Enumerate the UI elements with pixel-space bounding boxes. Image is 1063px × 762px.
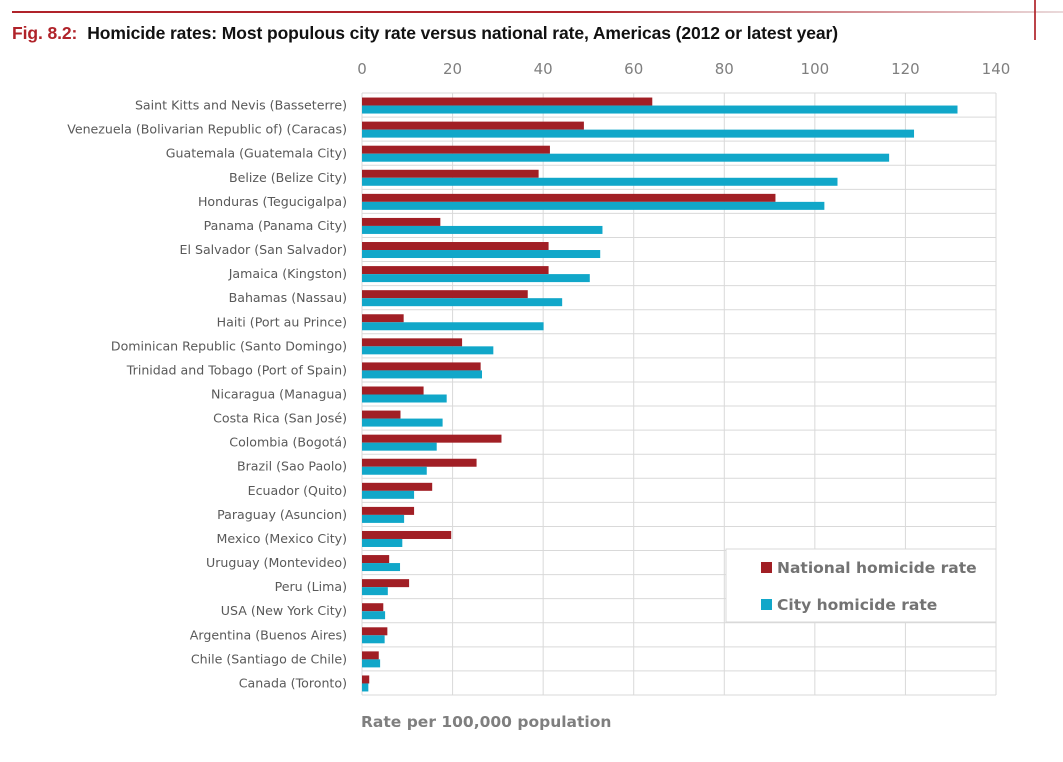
category-label: Honduras (Tegucigalpa) xyxy=(198,194,347,209)
bar-city xyxy=(362,538,403,547)
bar-national xyxy=(362,193,776,202)
category-label: Canada (Toronto) xyxy=(239,675,347,690)
category-label: Venezuela (Bolivarian Republic of) (Cara… xyxy=(67,122,347,137)
bar-national xyxy=(362,242,549,251)
category-labels: Saint Kitts and Nevis (Basseterre) Venezu… xyxy=(67,98,347,691)
x-tick-label: 80 xyxy=(715,60,734,78)
x-tick-label: 120 xyxy=(891,60,920,78)
category-label: Uruguay (Montevideo) xyxy=(206,555,347,570)
bar-city xyxy=(362,322,544,331)
category-label: Brazil (Sao Paolo) xyxy=(237,459,347,474)
bar-city xyxy=(362,659,381,668)
category-label: Jamaica (Kingston) xyxy=(228,266,347,281)
category-label: Argentina (Buenos Aires) xyxy=(190,627,347,642)
gridlines xyxy=(361,92,997,696)
bar-national xyxy=(362,579,410,588)
bar-city xyxy=(362,298,563,307)
x-tick-label: 40 xyxy=(534,60,553,78)
bar-national xyxy=(362,555,390,564)
category-label: Peru (Lima) xyxy=(275,579,347,594)
bar-national xyxy=(362,627,388,636)
bar-city xyxy=(362,346,494,355)
category-label: Dominican Republic (Santo Domingo) xyxy=(111,338,347,353)
bar-national xyxy=(362,530,452,539)
header-rule xyxy=(12,11,1063,13)
bar-national xyxy=(362,675,370,684)
bar-city xyxy=(362,105,958,114)
x-tick-label: 60 xyxy=(624,60,643,78)
bar-national xyxy=(362,410,401,419)
category-label: Nicaragua (Managua) xyxy=(211,387,347,402)
category-label: Saint Kitts and Nevis (Basseterre) xyxy=(135,98,347,113)
bar-national xyxy=(362,217,441,226)
bar-city xyxy=(362,225,603,234)
category-label: Chile (Santiago de Chile) xyxy=(191,651,347,666)
x-tick-label: 20 xyxy=(443,60,462,78)
bar-city xyxy=(362,394,447,403)
bar-national xyxy=(362,362,481,371)
bar-national xyxy=(362,169,539,178)
bar-national xyxy=(362,338,463,347)
bar-city xyxy=(362,177,838,186)
legend-label-national: National homicide rate xyxy=(777,559,977,577)
category-label: Panama (Panama City) xyxy=(204,218,347,233)
bar-national xyxy=(362,506,415,515)
bar-city xyxy=(362,514,405,523)
bar-national xyxy=(362,97,653,106)
figure-number: Fig. 8.2: xyxy=(12,23,78,43)
category-label: Belize (Belize City) xyxy=(229,170,347,185)
legend: National homicide rate City homicide rat… xyxy=(725,548,997,623)
legend-swatch-city xyxy=(761,599,772,610)
category-label: Bahamas (Nassau) xyxy=(229,290,347,305)
x-tick-label: 100 xyxy=(801,60,830,78)
bar-national xyxy=(362,314,404,323)
bar-national xyxy=(362,121,584,130)
bar-city xyxy=(362,250,601,259)
bars xyxy=(362,97,958,692)
bar-city xyxy=(362,683,369,692)
bar-city xyxy=(362,587,388,596)
category-label: Haiti (Port au Prince) xyxy=(217,314,347,329)
x-tick-label: 0 xyxy=(357,60,367,78)
bar-national xyxy=(362,266,549,275)
bar-city xyxy=(362,563,401,572)
category-label: Costa Rica (San José) xyxy=(213,411,347,426)
category-label: USA (New York City) xyxy=(221,603,347,618)
bar-national xyxy=(362,145,550,154)
bar-national xyxy=(362,458,477,467)
bar-city xyxy=(362,611,386,620)
bar-city xyxy=(362,418,443,427)
bar-national xyxy=(362,434,502,443)
figure-title: Fig. 8.2: Homicide rates: Most populous c… xyxy=(12,23,838,44)
x-axis-ticks: 0 20 40 60 80 100 120 140 xyxy=(357,60,1010,78)
bar-national xyxy=(362,603,384,612)
bar-national xyxy=(362,651,379,660)
bar-national xyxy=(362,482,433,491)
bar-city xyxy=(362,153,890,162)
category-label: Ecuador (Quito) xyxy=(248,483,347,498)
category-label: Guatemala (Guatemala City) xyxy=(166,146,347,161)
category-label: Mexico (Mexico City) xyxy=(217,531,347,546)
bar-city xyxy=(362,129,915,138)
bar-city xyxy=(362,466,427,475)
category-label: Colombia (Bogotá) xyxy=(229,435,347,450)
bar-city xyxy=(362,635,385,644)
x-tick-label: 140 xyxy=(982,60,1011,78)
bar-national xyxy=(362,290,528,299)
x-axis-title: Rate per 100,000 population xyxy=(361,713,611,731)
category-label: Paraguay (Asuncion) xyxy=(217,507,347,522)
bar-city xyxy=(362,442,437,451)
bar-city xyxy=(362,201,825,210)
category-label: Trinidad and Tobago (Port of Spain) xyxy=(126,362,347,377)
legend-swatch-national xyxy=(761,562,772,573)
bar-city xyxy=(362,490,415,499)
header-corner-mark xyxy=(1034,0,1036,40)
legend-label-city: City homicide rate xyxy=(777,596,937,614)
bar-city xyxy=(362,370,483,379)
bar-city xyxy=(362,274,590,283)
figure-title-text: Homicide rates: Most populous city rate … xyxy=(87,23,838,43)
category-label: El Salvador (San Salvador) xyxy=(179,242,347,257)
bar-national xyxy=(362,386,424,395)
